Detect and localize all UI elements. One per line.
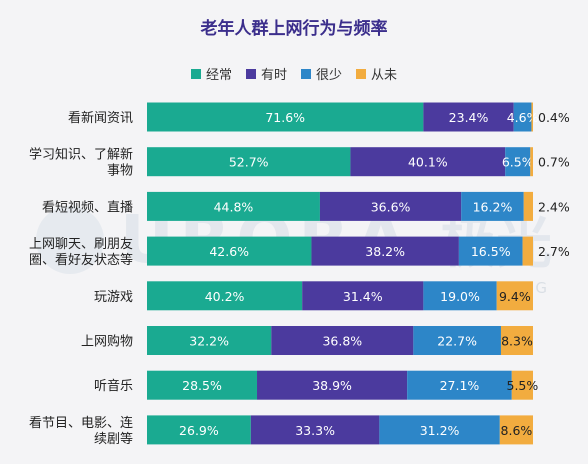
bar-segment	[513, 102, 532, 132]
category-label: 看新闻资讯	[68, 110, 133, 126]
bar-row: 玩游戏 40.2% 31.4% 19.0% 9.4%	[94, 281, 533, 311]
legend: 经常 有时 很少 从未	[0, 64, 588, 83]
bar-segment	[147, 415, 251, 445]
bar-segment	[302, 281, 424, 311]
data-label: 33.3%	[295, 423, 335, 438]
legend-label: 从未	[371, 68, 398, 83]
category-label: 事物	[107, 164, 133, 179]
data-label: 5.5%	[507, 378, 539, 393]
data-label: 36.8%	[322, 334, 362, 349]
bar-segment	[147, 236, 312, 266]
legend-item: 从未	[356, 64, 397, 83]
bar-segment	[147, 281, 303, 311]
data-label: 4.6%	[507, 110, 539, 125]
data-label: 40.2%	[205, 289, 245, 304]
bar-row: 听音乐 28.5% 38.9% 27.1% 5.5%	[94, 370, 539, 400]
bar-segment	[379, 415, 500, 445]
legend-label: 经常	[205, 68, 232, 83]
bar-segment	[147, 191, 320, 221]
data-label: 31.4%	[343, 289, 383, 304]
bar-segment	[271, 326, 414, 355]
category-label: 看短视频、直播	[42, 199, 133, 215]
bar-segment	[350, 147, 506, 177]
category-label: 续剧等	[94, 431, 133, 447]
legend-label: 很少	[316, 68, 343, 83]
bar-segment	[250, 415, 380, 445]
bar-segment	[423, 102, 514, 132]
category-label: 学习知识、了解新	[29, 147, 133, 163]
data-label: 40.1%	[408, 155, 448, 170]
data-label: 32.2%	[189, 334, 229, 349]
data-label: 36.6%	[371, 199, 411, 214]
bar-segment	[147, 326, 272, 355]
bar-row: 上网购物 32.2% 36.8% 22.7% 8.3%	[81, 326, 533, 355]
category-label: 听音乐	[94, 378, 133, 394]
legend-swatch	[190, 68, 201, 79]
legend-swatch	[301, 68, 311, 79]
bar-segment	[319, 191, 462, 221]
chart-title: 老年人群上网行为与频率	[200, 19, 388, 39]
data-label: 44.8%	[214, 199, 254, 214]
category-label: 上网聊天、刷朋友	[29, 236, 133, 252]
category-label: 上网购物	[81, 334, 133, 350]
bar-segment	[147, 147, 351, 177]
data-label: 16.5%	[471, 244, 511, 259]
data-label: 6.5%	[502, 155, 534, 170]
data-label: 38.2%	[365, 244, 405, 259]
bar-segment	[147, 370, 258, 400]
data-label: 27.1%	[440, 378, 480, 393]
data-label: 0.7%	[538, 155, 570, 170]
data-label: 52.7%	[229, 155, 269, 170]
bar-segment	[522, 236, 533, 266]
bar-segment	[257, 370, 408, 400]
legend-label: 有时	[260, 68, 287, 83]
data-label: 2.7%	[538, 244, 570, 259]
bar-segment	[423, 281, 497, 311]
bar-segment	[147, 102, 424, 132]
bar-segment	[505, 147, 531, 177]
bar-segment	[458, 236, 523, 266]
bar-segment	[511, 370, 533, 400]
data-label: 9.4%	[499, 289, 531, 304]
data-label: 2.4%	[538, 199, 570, 214]
data-label: 8.3%	[501, 334, 533, 349]
bar-segment	[523, 191, 533, 221]
category-label: 玩游戏	[94, 290, 133, 305]
legend-item: 经常	[190, 64, 232, 83]
data-label: 19.0%	[440, 289, 480, 304]
data-label: 23.4%	[449, 110, 489, 125]
bar-segment	[531, 102, 533, 132]
data-label: 42.6%	[209, 244, 249, 259]
bar-segment	[530, 147, 533, 177]
data-label: 8.6%	[501, 423, 533, 438]
bar-segment	[499, 415, 533, 445]
data-label: 0.4%	[538, 110, 570, 125]
category-label: 看节目、电影、连	[29, 415, 133, 431]
data-label: 71.6%	[265, 110, 305, 125]
bar-segment	[461, 191, 524, 221]
category-label: 圈、看好友状态等	[29, 252, 133, 268]
data-label: 26.9%	[179, 423, 219, 438]
data-label: 38.9%	[312, 378, 352, 393]
data-label: 28.5%	[182, 378, 222, 393]
bar-segment	[407, 370, 512, 400]
bar-row: 看短视频、直播 44.8% 36.6% 16.2% 2.4%	[42, 191, 570, 221]
bar-segment	[413, 326, 501, 355]
data-label: 22.7%	[437, 334, 477, 349]
legend-swatch	[245, 68, 256, 79]
bar-segment	[500, 326, 533, 355]
data-label: 31.2%	[420, 423, 460, 438]
bar-row: 看新闻资讯 71.6% 23.4% 4.6% 0.4%	[68, 102, 570, 132]
data-label: 16.2%	[473, 199, 513, 214]
legend-item: 有时	[245, 64, 287, 83]
bar-segment	[311, 236, 459, 266]
legend-item: 很少	[301, 64, 342, 83]
legend-swatch	[356, 68, 367, 79]
bar-segment	[496, 281, 533, 311]
